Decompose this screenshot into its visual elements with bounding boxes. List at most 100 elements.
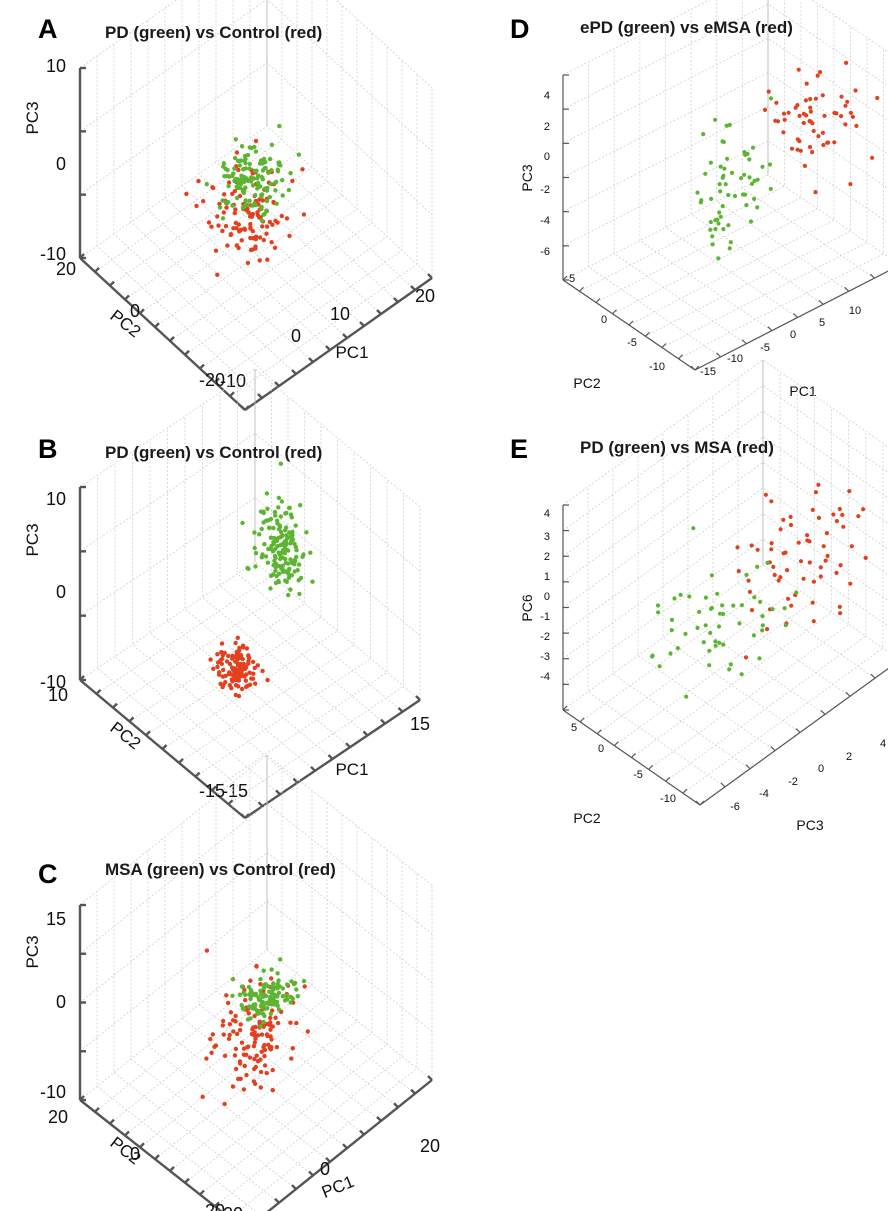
point-red (769, 547, 774, 552)
point-green (757, 656, 762, 661)
point-red (813, 96, 819, 101)
point-red (213, 248, 219, 253)
point-red (820, 130, 826, 135)
point-red (772, 572, 777, 578)
x-axis-label: PC1 (335, 343, 368, 362)
point-red (747, 589, 753, 595)
point-red (861, 507, 866, 512)
point-red (233, 1046, 239, 1052)
point-red (233, 683, 239, 688)
point-red (810, 600, 815, 605)
point-red (818, 70, 823, 75)
point-red (194, 203, 199, 209)
point-red (237, 1059, 243, 1064)
point-red (219, 661, 224, 666)
point-green (720, 603, 725, 608)
point-red (259, 1032, 265, 1037)
point-red (258, 1085, 263, 1090)
point-red (804, 81, 809, 86)
point-green (232, 155, 238, 161)
point-green (243, 992, 248, 997)
point-red (769, 541, 774, 546)
y-tick-label: 5 (571, 722, 577, 734)
point-red (811, 579, 817, 584)
point-red (252, 1030, 257, 1035)
x-tick-label: 5 (819, 317, 825, 329)
point-green (292, 541, 297, 546)
point-green (281, 548, 286, 553)
point-red (221, 1018, 226, 1024)
point-green (255, 181, 261, 186)
point-red (215, 652, 220, 657)
point-red (778, 527, 783, 532)
point-green (258, 1003, 264, 1009)
point-red (221, 1032, 226, 1037)
point-green (289, 573, 294, 578)
point-green (273, 180, 278, 186)
point-red (825, 553, 830, 559)
data-points (200, 948, 310, 1107)
point-green (263, 554, 269, 559)
point-red (821, 544, 826, 549)
z-tick-label: 10 (46, 56, 66, 76)
point-red (233, 1013, 238, 1019)
point-green (286, 592, 291, 598)
point-green (277, 552, 282, 557)
point-red (844, 60, 849, 65)
point-red (269, 1037, 274, 1042)
point-red (237, 662, 242, 667)
point-green (268, 586, 273, 591)
point-red (269, 240, 274, 245)
point-red (248, 978, 253, 983)
point-green (267, 156, 273, 162)
point-red (240, 667, 245, 673)
point-red (259, 1049, 264, 1055)
point-green (717, 611, 723, 616)
point-green (235, 177, 240, 182)
point-red (284, 216, 290, 221)
point-red (820, 93, 825, 98)
point-green (276, 526, 282, 532)
point-green (703, 595, 709, 600)
point-red (302, 984, 307, 989)
point-green (273, 188, 278, 193)
point-green (287, 505, 292, 510)
point-red (220, 684, 225, 690)
z-tick-label: 0 (544, 591, 550, 603)
y-tick-label: -20 (199, 370, 225, 390)
point-green (755, 564, 760, 569)
point-red (226, 1036, 232, 1042)
point-green (695, 625, 700, 631)
point-red (288, 1020, 293, 1025)
point-green (247, 166, 252, 171)
point-red (204, 1056, 209, 1061)
point-red (837, 604, 842, 610)
point-green (286, 575, 292, 580)
point-green (255, 1011, 260, 1016)
point-red (818, 565, 823, 570)
point-green (713, 639, 718, 644)
point-green (262, 1013, 267, 1019)
point-red (762, 107, 768, 112)
point-green (294, 987, 299, 992)
point-red (300, 167, 305, 172)
point-red (242, 1063, 247, 1069)
point-green (697, 609, 702, 615)
y-tick-label: -20 (199, 1201, 225, 1211)
point-red (774, 100, 779, 105)
x-tick-label: -2 (788, 776, 798, 788)
point-green (304, 530, 309, 535)
point-green (225, 199, 231, 205)
point-green (260, 177, 265, 182)
y-axis-label: PC2 (573, 810, 600, 826)
point-red (228, 1010, 234, 1015)
point-green (691, 526, 696, 531)
point-green (254, 1008, 260, 1013)
point-green (687, 594, 692, 599)
z-tick-label: 10 (46, 489, 66, 509)
panel-title: MSA (green) vs Control (red) (105, 860, 336, 879)
point-green (250, 183, 256, 188)
y-tick-label: -5 (633, 769, 643, 781)
point-green (271, 981, 276, 986)
point-red (255, 663, 260, 668)
